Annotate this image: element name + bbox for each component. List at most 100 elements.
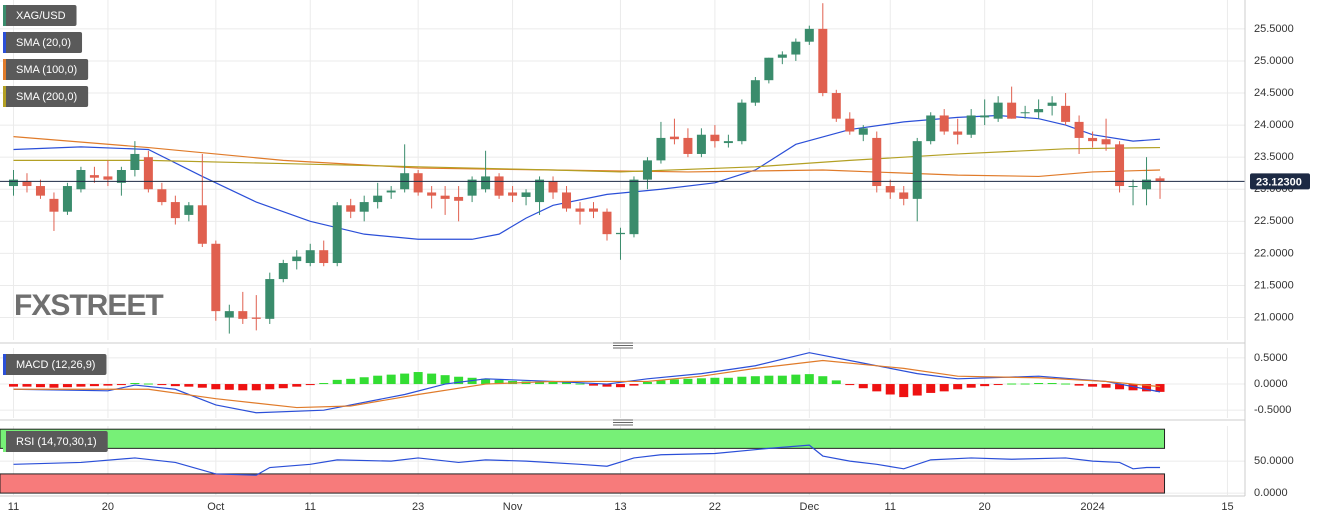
histogram-bar xyxy=(278,384,288,389)
candle-body xyxy=(818,28,828,94)
indicator-line xyxy=(13,352,1161,414)
x-tick-label: 23 xyxy=(412,501,424,513)
x-tick-label: 13 xyxy=(614,501,626,513)
histogram-bar xyxy=(791,374,801,385)
candle-body xyxy=(278,263,288,280)
legend-entry[interactable]: XAG/USD xyxy=(3,5,77,26)
histogram-bar xyxy=(481,378,491,385)
histogram-bar xyxy=(723,377,733,385)
candle-body xyxy=(8,179,18,187)
candle-body xyxy=(1047,102,1057,106)
legend-entry[interactable]: SMA (100,0) xyxy=(3,59,89,80)
candle-body xyxy=(845,118,855,132)
legend-entry[interactable]: RSI (14,70,30,1) xyxy=(3,431,108,452)
candle-body xyxy=(508,192,518,196)
legend-entry[interactable]: SMA (200,0) xyxy=(3,86,89,107)
x-tick-label: Nov xyxy=(503,501,523,513)
candle-body xyxy=(35,186,45,196)
histogram-bar xyxy=(845,384,855,386)
grid xyxy=(0,0,1245,495)
candle-body xyxy=(750,80,760,103)
legend-swatch xyxy=(3,59,6,80)
histogram-bar xyxy=(642,381,652,385)
legend-entry[interactable]: MACD (12,26,9) xyxy=(3,354,107,375)
histogram-bar xyxy=(292,384,302,387)
candle-body xyxy=(562,192,572,209)
legend-swatch xyxy=(3,431,6,452)
candle-body xyxy=(130,153,140,170)
legend-box xyxy=(3,5,77,26)
histogram-bar xyxy=(8,384,18,387)
indicator-line xyxy=(13,146,1161,173)
candle-body xyxy=(1061,105,1071,122)
histogram-bar xyxy=(62,384,72,388)
legend-label: SMA (100,0) xyxy=(16,64,77,76)
candle-body xyxy=(184,205,194,215)
histogram-bar xyxy=(993,384,1003,386)
histogram-bar xyxy=(440,375,450,385)
candle-body xyxy=(62,186,72,212)
histogram-bar xyxy=(373,375,383,385)
histogram-bar xyxy=(454,376,464,385)
y-tick-label: -0.5000 xyxy=(1254,404,1291,416)
histogram-bar xyxy=(1088,384,1098,387)
candle-body xyxy=(1088,137,1098,142)
histogram-bar xyxy=(130,383,140,385)
histogram-bar xyxy=(535,381,545,385)
candle-body xyxy=(535,179,545,203)
histogram-bar xyxy=(427,373,437,385)
candle-body xyxy=(170,202,180,219)
resize-handle[interactable] xyxy=(613,419,633,426)
histogram-bar xyxy=(224,384,234,390)
candle-body xyxy=(494,176,504,196)
candle-body xyxy=(966,115,976,135)
histogram-bar xyxy=(1142,384,1152,392)
candle-body xyxy=(629,179,639,235)
histogram-bar xyxy=(737,376,747,385)
histogram-bar xyxy=(1101,384,1111,388)
histogram-bar xyxy=(1061,383,1071,385)
candle-body xyxy=(912,141,922,199)
x-tick-label: 20 xyxy=(102,501,114,513)
watermark: FXSTREET xyxy=(14,289,163,322)
y-tick-label: 21.0000 xyxy=(1254,311,1294,323)
y-tick-label: 22.5000 xyxy=(1254,215,1294,227)
candle-body xyxy=(332,205,342,264)
histogram-bar xyxy=(831,380,841,385)
candle-body xyxy=(481,176,491,190)
histogram-bar xyxy=(777,375,787,385)
candle-body xyxy=(292,256,302,262)
candle-body xyxy=(386,190,396,193)
histogram-bar xyxy=(912,384,922,396)
resize-handle[interactable] xyxy=(613,342,633,349)
candle-body xyxy=(1101,139,1111,145)
histogram-bar xyxy=(211,384,221,390)
candle-body xyxy=(211,243,221,312)
candle-body xyxy=(521,192,531,197)
histogram-bar xyxy=(413,372,423,385)
candle-body xyxy=(373,195,383,203)
candle-body xyxy=(49,198,59,212)
legend-label: MACD (12,26,9) xyxy=(16,359,95,371)
candle-body xyxy=(1142,179,1152,190)
candle-body xyxy=(723,141,733,144)
candle-body xyxy=(669,136,679,140)
candle-body xyxy=(143,157,153,190)
candle-body xyxy=(656,137,666,161)
candle-body xyxy=(993,102,1003,119)
histogram-bar xyxy=(858,384,868,389)
indicator-line xyxy=(13,136,1161,178)
candle-body xyxy=(440,195,450,199)
histogram-bar xyxy=(359,377,369,385)
candle-body xyxy=(548,181,558,193)
legend-entry[interactable]: SMA (20,0) xyxy=(3,32,83,53)
histogram-bar xyxy=(35,384,45,388)
legend-box xyxy=(3,354,107,375)
legend-label: RSI (14,70,30,1) xyxy=(16,436,97,448)
y-tick-label: 0.0000 xyxy=(1254,487,1288,499)
candle-body xyxy=(454,196,464,201)
candle-body xyxy=(359,202,369,212)
histogram-bar xyxy=(629,384,639,386)
x-tick-label: 11 xyxy=(8,501,19,513)
histogram-bar xyxy=(319,383,329,385)
